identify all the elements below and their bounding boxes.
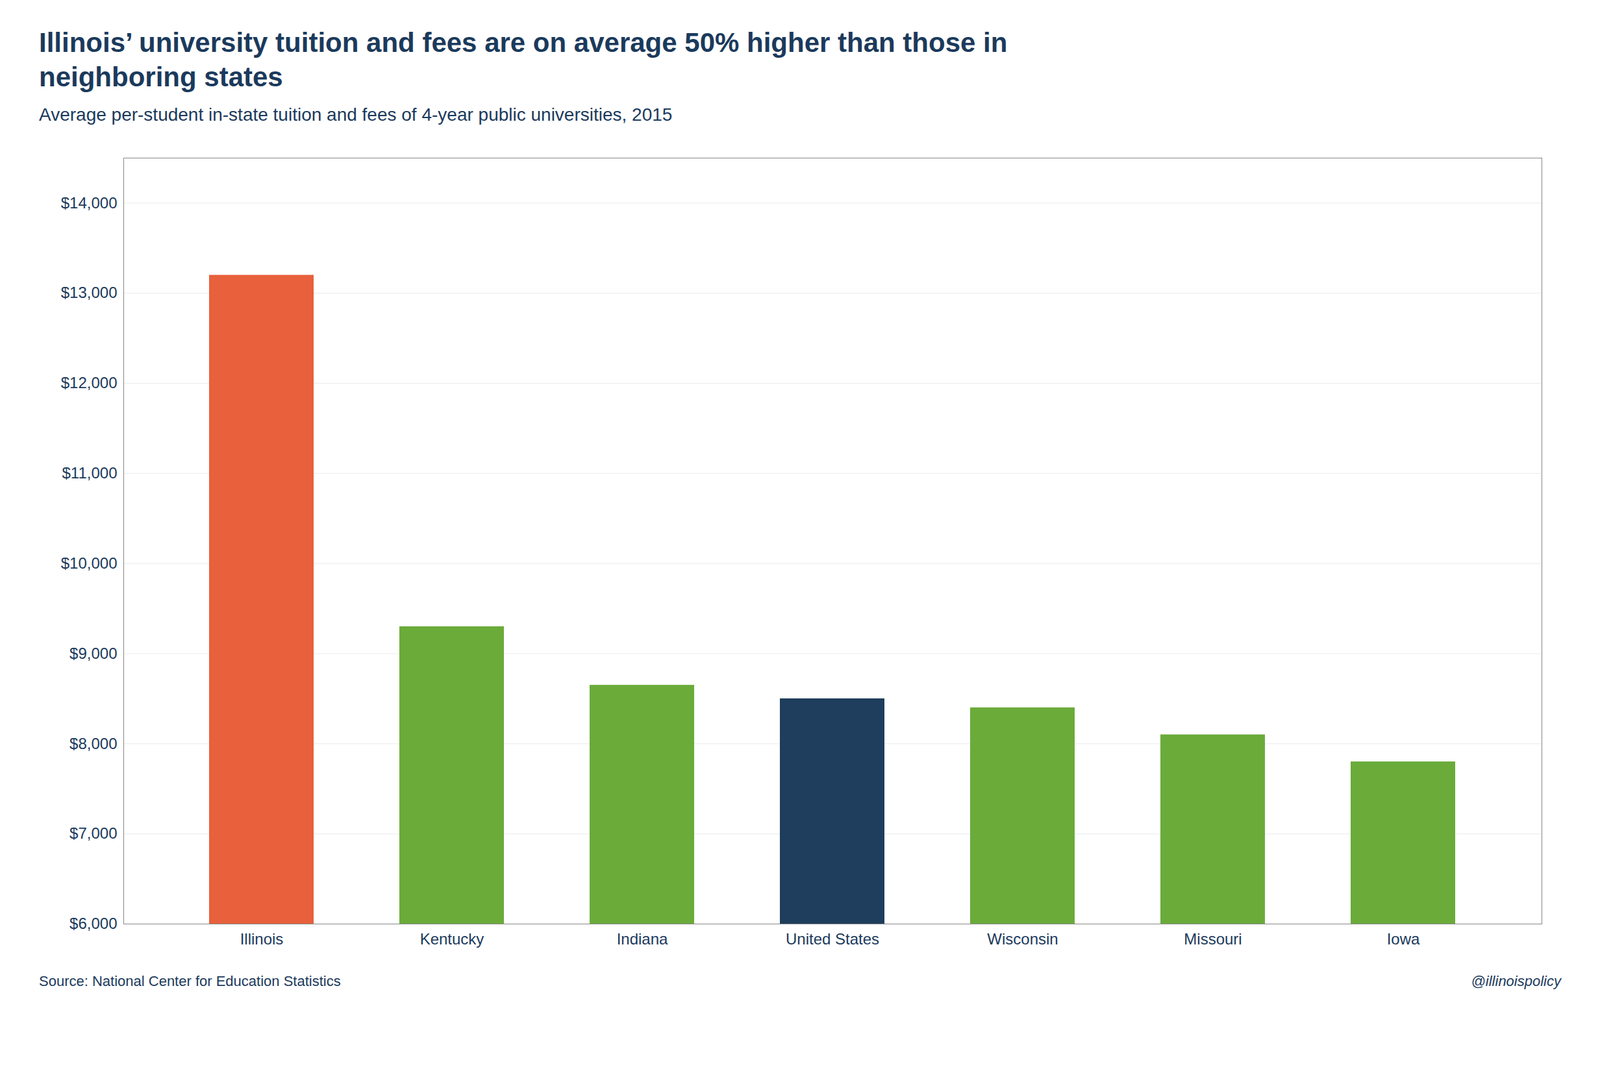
- svg-text:$9,000: $9,000: [69, 644, 117, 663]
- svg-text:$10,000: $10,000: [61, 554, 118, 573]
- svg-text:Indiana: Indiana: [616, 930, 669, 949]
- html-text:Average per-student in-state t: Average per-student in-state tuition and…: [38, 104, 673, 125]
- svg-text:$7,000: $7,000: [69, 824, 117, 843]
- svg-text:Missouri: Missouri: [1183, 930, 1242, 949]
- svg-text:Wisconsin: Wisconsin: [987, 930, 1058, 949]
- html-text:Source: National Center for Ed: Source: National Center for Education St…: [38, 973, 341, 990]
- svg-text:United States: United States: [785, 930, 880, 949]
- svg-text:$11,000: $11,000: [62, 464, 118, 482]
- html-text:Illinois’ university tuition a: Illinois’ university tuition and fees ar…: [38, 27, 1008, 58]
- html-text:@illinoispolicy: @illinoispolicy: [1471, 973, 1562, 990]
- svg-text:$6,000: $6,000: [69, 914, 117, 933]
- svg-text:$8,000: $8,000: [69, 735, 117, 753]
- svg-text:Kentucky: Kentucky: [420, 930, 485, 949]
- html-text:neighboring states: neighboring states: [38, 61, 283, 92]
- svg-text:$12,000: $12,000: [61, 374, 118, 392]
- svg-text:Iowa: Iowa: [1387, 930, 1421, 949]
- svg-text:$13,000: $13,000: [61, 283, 118, 302]
- svg-text:$14,000: $14,000: [61, 194, 118, 212]
- svg-text:Illinois: Illinois: [240, 930, 284, 949]
